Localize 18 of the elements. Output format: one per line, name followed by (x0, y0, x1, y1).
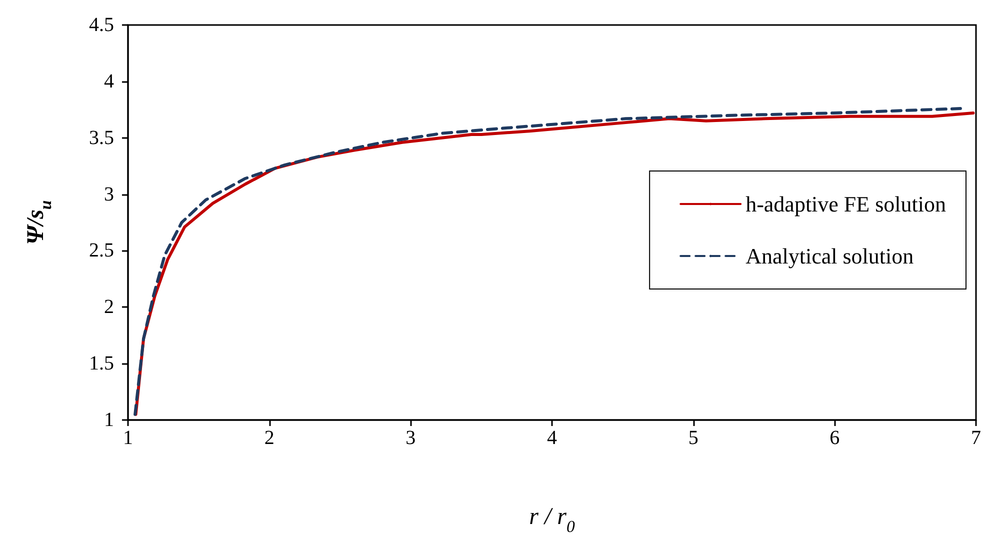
y-tick-label: 2.5 (89, 240, 114, 262)
x-tick-label: 7 (971, 427, 981, 449)
legend-label: Analytical solution (746, 244, 914, 268)
y-tick-label: 2 (104, 296, 114, 318)
x-tick-label: 6 (830, 427, 840, 449)
x-tick-label: 1 (123, 427, 133, 449)
legend-label: h-adaptive FE solution (746, 192, 946, 216)
y-tick-label: 4.5 (89, 14, 114, 36)
x-tick-label: 2 (264, 427, 274, 449)
x-tick-label: 4 (547, 427, 557, 449)
x-tick-label: 3 (406, 427, 416, 449)
y-axis-title: Ψ/su (23, 200, 55, 245)
x-tick-label: 5 (688, 427, 698, 449)
y-tick-label: 4 (104, 70, 114, 92)
y-tick-label: 3 (104, 183, 114, 206)
y-tick-label: 3.5 (89, 126, 114, 149)
y-tick-label: 1.5 (89, 352, 114, 375)
y-tick-label: 1 (104, 409, 114, 431)
